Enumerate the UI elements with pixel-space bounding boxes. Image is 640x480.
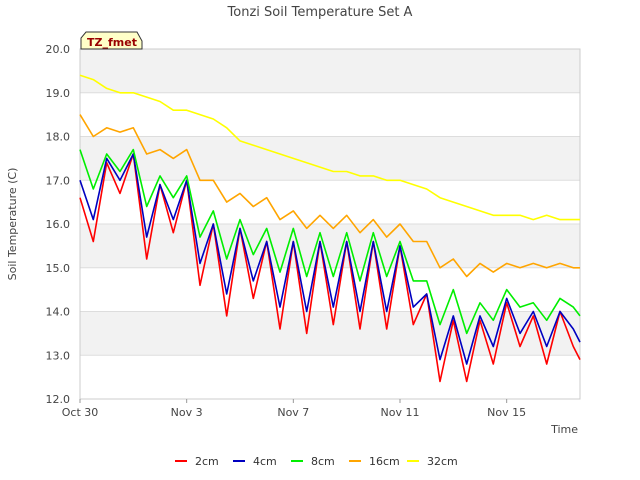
y-tick-label: 15.0 [46, 262, 71, 275]
y-tick-label: 16.0 [46, 218, 71, 231]
y-tick-label: 17.0 [46, 174, 71, 187]
plot-band [80, 311, 580, 356]
series-line-8cm [79, 148, 581, 335]
site-badge-box [80, 31, 143, 50]
chart-title: Tonzi Soil Temperature Set A [227, 5, 413, 20]
legend-label-4cm: 4cm [253, 455, 277, 468]
x-tick-label: Nov 15 [487, 406, 526, 419]
y-tick-label: 19.0 [46, 87, 71, 100]
site-badge-label: TZ_fmet [87, 36, 137, 49]
series-line-2cm [79, 153, 581, 383]
y-tick-label: 18.0 [46, 131, 71, 144]
y-tick-label: 13.0 [46, 349, 71, 362]
y-axis-ticks: 12.0 13.0 14.0 15.0 16.0 17.0 18.0 19.0 20.0 [46, 43, 71, 406]
legend-label-32cm: 32cm [427, 455, 458, 468]
series-line-16cm [79, 114, 580, 278]
legend-label-8cm: 8cm [311, 455, 335, 468]
x-tick-label: Nov 7 [277, 406, 309, 419]
x-tick-label: Nov 3 [171, 406, 203, 419]
series-line-4cm [79, 153, 581, 365]
y-axis-label: Soil Temperature (C) [6, 168, 19, 281]
series-line-32cm [79, 74, 580, 221]
y-tick-label: 14.0 [46, 306, 71, 319]
x-axis-ticks: Oct 30 Nov 3 Nov 7 Nov 11 Nov 15 [62, 399, 526, 419]
x-tick-label: Oct 30 [62, 406, 99, 419]
y-tick-label: 12.0 [46, 393, 71, 406]
plot-band [80, 224, 580, 268]
y-tick-label: 20.0 [46, 43, 71, 56]
x-axis-label: Time [550, 423, 578, 436]
plot-frame [79, 48, 581, 400]
plot-band [80, 49, 580, 93]
legend-label-2cm: 2cm [195, 455, 219, 468]
legend-label-16cm: 16cm [369, 455, 400, 468]
plot-band [80, 136, 580, 181]
series-lines [79, 74, 581, 383]
legend: 2cm 4cm 8cm 16cm 32cm [175, 455, 458, 468]
x-tick-label: Nov 11 [381, 406, 420, 419]
site-badge: TZ_fmet [80, 31, 143, 50]
